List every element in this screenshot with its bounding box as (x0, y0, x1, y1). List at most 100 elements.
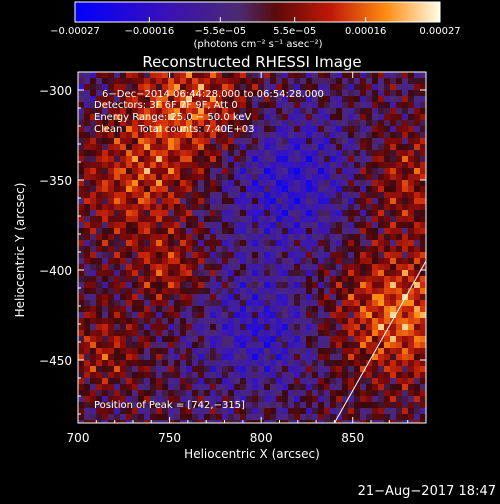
heatmap-cell (90, 330, 96, 336)
heatmap-cell (156, 84, 162, 90)
heatmap-cell (102, 174, 108, 180)
heatmap-cell (144, 246, 150, 252)
heatmap-cell (360, 96, 366, 102)
heatmap-cell (120, 126, 126, 132)
heatmap-cell (246, 126, 252, 132)
heatmap-cell (126, 252, 132, 258)
heatmap-cell (204, 342, 210, 348)
heatmap-cell (234, 270, 240, 276)
heatmap-cell (420, 402, 426, 408)
heatmap-cell (192, 300, 198, 306)
heatmap-cell (150, 156, 156, 162)
heatmap-cell (204, 252, 210, 258)
heatmap-cell (162, 312, 168, 318)
heatmap-cell (396, 240, 402, 246)
heatmap-cell (240, 408, 246, 414)
heatmap-cell (120, 414, 126, 420)
heatmap-cell (420, 192, 426, 198)
heatmap-cell (312, 174, 318, 180)
heatmap-cell (150, 312, 156, 318)
heatmap-cell (354, 150, 360, 156)
heatmap-cell (288, 114, 294, 120)
heatmap-cell (306, 228, 312, 234)
heatmap-cell (228, 198, 234, 204)
heatmap-cell (342, 132, 348, 138)
heatmap-cell (246, 150, 252, 156)
heatmap-cell (252, 174, 258, 180)
heatmap-cell (264, 198, 270, 204)
heatmap-cell (126, 78, 132, 84)
heatmap-cell (390, 72, 396, 78)
heatmap-cell (84, 288, 90, 294)
heatmap-cell (174, 306, 180, 312)
heatmap-cell (228, 300, 234, 306)
heatmap-cell (414, 300, 420, 306)
heatmap-cell (414, 114, 420, 120)
heatmap-cell (228, 108, 234, 114)
heatmap-cell (114, 360, 120, 366)
heatmap-cell (108, 240, 114, 246)
heatmap-cell (390, 348, 396, 354)
heatmap-cell (330, 270, 336, 276)
heatmap-cell (270, 84, 276, 90)
heatmap-cell (396, 282, 402, 288)
heatmap-cell (150, 174, 156, 180)
heatmap-cell (216, 420, 222, 423)
heatmap-cell (222, 252, 228, 258)
heatmap-cell (108, 258, 114, 264)
heatmap-cell (138, 324, 144, 330)
heatmap-cell (228, 378, 234, 384)
heatmap-cell (420, 138, 426, 144)
heatmap-cell (192, 366, 198, 372)
heatmap-cell (90, 342, 96, 348)
heatmap-cell (306, 402, 312, 408)
heatmap-cell (150, 306, 156, 312)
heatmap-cell (258, 186, 264, 192)
heatmap-cell (198, 294, 204, 300)
heatmap-cell (162, 324, 168, 330)
heatmap-cell (114, 192, 120, 198)
heatmap-cell (120, 420, 126, 423)
heatmap-cell (396, 372, 402, 378)
heatmap-cell (282, 174, 288, 180)
heatmap-cell (96, 372, 102, 378)
heatmap-cell (198, 150, 204, 156)
heatmap-cell (402, 132, 408, 138)
heatmap-cell (192, 270, 198, 276)
heatmap-cell (96, 168, 102, 174)
heatmap-cell (324, 366, 330, 372)
heatmap-cell (156, 354, 162, 360)
heatmap-cell (324, 90, 330, 96)
heatmap-cell (348, 378, 354, 384)
heatmap-cell (246, 366, 252, 372)
heatmap-cell (150, 378, 156, 384)
heatmap-cell (402, 342, 408, 348)
heatmap-cell (204, 306, 210, 312)
heatmap-cell (132, 96, 138, 102)
heatmap-cell (78, 252, 84, 258)
heatmap-cell (132, 90, 138, 96)
heatmap-cell (312, 210, 318, 216)
heatmap-cell (336, 90, 342, 96)
heatmap-cell (234, 372, 240, 378)
heatmap-cell (312, 378, 318, 384)
heatmap-cell (300, 210, 306, 216)
heatmap-cell (270, 204, 276, 210)
heatmap-cell (318, 246, 324, 252)
heatmap-cell (162, 240, 168, 246)
heatmap-cell (336, 324, 342, 330)
heatmap-cell (264, 324, 270, 330)
heatmap-cell (270, 396, 276, 402)
heatmap-cell (246, 72, 252, 78)
heatmap-cell (192, 408, 198, 414)
heatmap-cell (198, 408, 204, 414)
heatmap-cell (366, 324, 372, 330)
heatmap-cell (180, 228, 186, 234)
heatmap-cell (282, 306, 288, 312)
heatmap-cell (252, 102, 258, 108)
heatmap-cell (96, 216, 102, 222)
heatmap-cell (138, 216, 144, 222)
heatmap-cell (186, 354, 192, 360)
heatmap-cell (240, 270, 246, 276)
heatmap-cell (168, 234, 174, 240)
